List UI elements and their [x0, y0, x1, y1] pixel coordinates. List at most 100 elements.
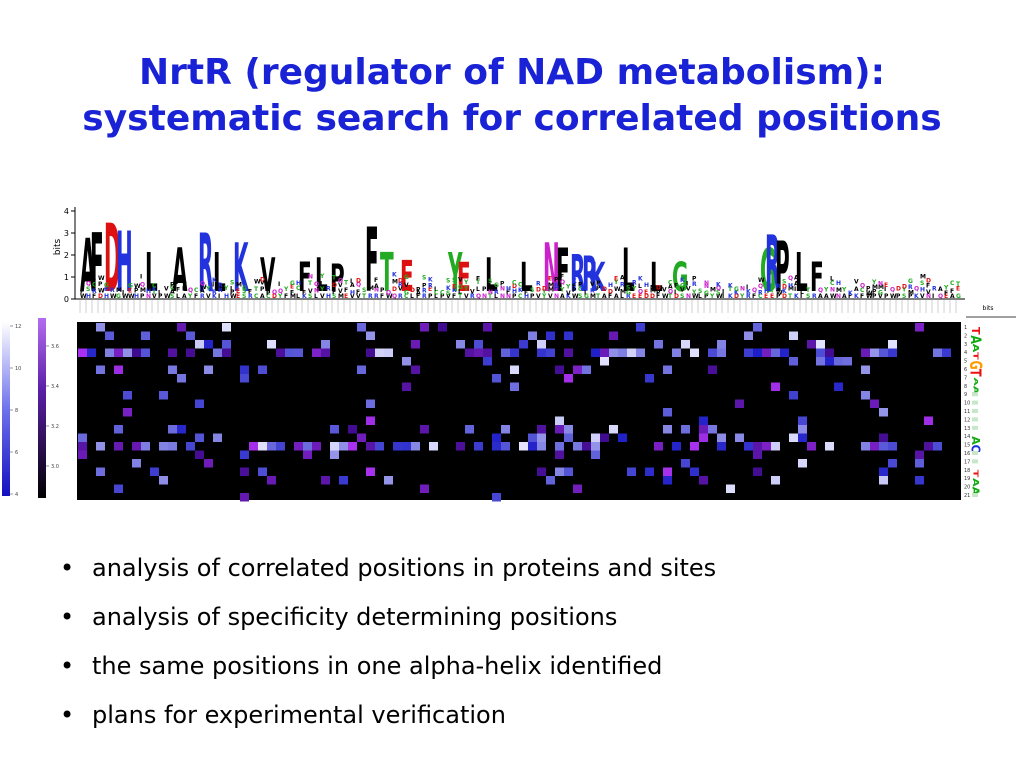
bullet-item: the same positions in one alpha-helix id… — [60, 642, 1000, 691]
logo-letter-small: G — [584, 293, 589, 300]
logo-letter-small: S — [242, 293, 246, 300]
logo-letter-small: I — [218, 293, 220, 300]
heatmap-cell — [510, 348, 519, 357]
heatmap-cell — [420, 323, 429, 332]
logo-letter-small: C — [830, 280, 835, 287]
heatmap-cell — [690, 467, 699, 476]
logo-letter-small: P — [578, 281, 583, 288]
heatmap-cell — [87, 348, 96, 357]
logo-letter-small: M — [878, 284, 884, 291]
heatmap-cell — [429, 442, 438, 451]
logo-letter-small: M — [338, 293, 344, 300]
heatmap-cell — [609, 348, 618, 357]
heatmap-cell — [492, 433, 501, 442]
heatmap-cell — [402, 357, 411, 366]
logo-letter-small: R — [470, 293, 475, 300]
heatmap-cell — [330, 442, 339, 451]
heatmap-cell — [915, 459, 924, 468]
logo-letter-small: Q — [188, 287, 193, 294]
logo-letter-small: F — [176, 287, 180, 294]
heatmap-cell — [240, 374, 249, 383]
logo-letter-small: L — [476, 286, 480, 293]
heatmap-cell — [492, 442, 501, 451]
heatmap-cell — [249, 442, 258, 451]
logo-letter-small: P — [596, 280, 601, 287]
logo-letter-small: P — [866, 286, 871, 293]
logo-letter-small: F — [344, 287, 348, 294]
logo-letter-small: C — [194, 287, 199, 294]
logo-letter-small: V — [854, 279, 859, 286]
logo-letter-small: M — [548, 282, 554, 289]
logo-letter-small: L — [434, 293, 438, 300]
dna-letter: T — [971, 470, 979, 478]
heatmap-cell — [204, 340, 213, 349]
heatmap-cell — [708, 365, 717, 374]
heatmap-cell — [411, 365, 420, 374]
logo-letter-small: K — [734, 289, 739, 296]
logo-letter-small: Y — [709, 293, 715, 300]
logo-letter-small: V — [260, 280, 265, 287]
heatmap-cell — [375, 442, 384, 451]
logo-letter: L — [485, 249, 498, 302]
logo-letter-small: F — [560, 273, 564, 280]
heatmap-cell — [789, 331, 798, 340]
logo-letter-small: P — [158, 293, 163, 300]
logo-letter-small: G — [626, 290, 631, 297]
logo-letter-small: F — [506, 289, 510, 296]
heatmap-cell — [492, 493, 501, 502]
colorbar-blue-bar — [2, 322, 10, 496]
logo-letter-small: R — [212, 289, 217, 296]
logo-letter-small: M — [548, 286, 554, 293]
logo-letter-small: C — [668, 280, 673, 287]
dna-letter: T — [971, 352, 979, 360]
heatmap-cell — [645, 467, 654, 476]
logo-letter-small: K — [746, 289, 751, 296]
logo-letter-small: Q — [818, 287, 823, 294]
bullet-item: analysis of correlated positions in prot… — [60, 544, 1000, 593]
heatmap-cell — [519, 340, 528, 349]
heatmap-cell — [888, 442, 897, 451]
logo-letter-small: C — [518, 282, 523, 289]
heatmap-cell — [879, 467, 888, 476]
heatmap-cell — [78, 433, 87, 442]
logo-letter-small: D — [674, 293, 679, 300]
title-line-1: NrtR (regulator of NAD metabolism): — [139, 52, 885, 93]
logo-letter-small: K — [590, 287, 595, 294]
heatmap-cell — [78, 348, 87, 357]
logo-letter: P — [330, 257, 345, 301]
logo-letter-small: A — [794, 280, 799, 287]
logo-letter-small: N — [500, 285, 505, 292]
logo-position-indices — [79, 300, 957, 313]
heatmap-cell — [483, 348, 492, 357]
logo-letter-small: Q — [860, 282, 865, 289]
heatmap-cell — [789, 357, 798, 366]
heatmap-cell — [555, 442, 564, 451]
logo-letter-small: A — [794, 275, 799, 282]
heatmap-cell — [798, 425, 807, 434]
logo-letter: R — [570, 245, 585, 304]
logo-letter-small: Y — [943, 285, 949, 292]
heatmap-cell — [555, 425, 564, 434]
logo-letter-small: W — [692, 293, 699, 300]
logo-letter-small: V — [176, 274, 181, 281]
heatmap-cell — [663, 467, 672, 476]
logo-letter-small: I — [584, 290, 586, 297]
dna-row-number: 14 — [964, 434, 970, 440]
logo-letter-small: Q — [788, 275, 793, 282]
logo-letter-small: I — [434, 286, 436, 293]
logo-letter-small: W — [128, 293, 135, 300]
logo-letter: H — [116, 215, 133, 311]
heatmap-cell — [438, 323, 447, 332]
logo-letter: Y — [448, 243, 463, 304]
logo-letter-small: K — [392, 271, 397, 278]
heatmap-cell — [303, 450, 312, 459]
logo-letter-small: Y — [823, 287, 829, 294]
heatmap-cell — [384, 348, 393, 357]
heatmap-cell — [744, 442, 753, 451]
logo-letter-small: N — [836, 293, 841, 300]
heatmap-cell — [330, 450, 339, 459]
logo-letter-small: T — [152, 289, 157, 296]
logo-letter-small: E — [428, 286, 432, 293]
dna-letter-small — [972, 400, 978, 405]
